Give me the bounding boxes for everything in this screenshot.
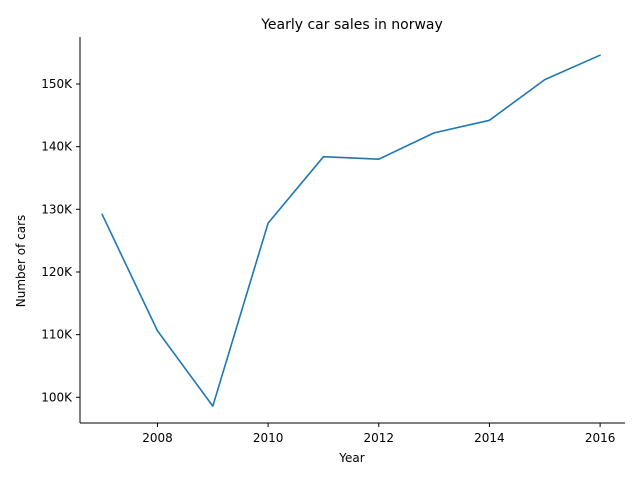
series-layer (101, 54, 601, 407)
y-tick-label: 110K (41, 328, 73, 342)
y-tick-label: 100K (41, 390, 73, 404)
chart-title: Yearly car sales in norway (260, 17, 443, 33)
y-tick-label: 130K (41, 202, 73, 216)
series-line (101, 54, 601, 407)
y-axis-label: Number of cars (14, 215, 28, 308)
y-tick-label: 140K (41, 140, 73, 154)
x-ticks: 2008 2010 2012 2014 2016 (142, 423, 615, 445)
x-tick-label: 2010 (253, 431, 284, 445)
y-tick-label: 120K (41, 265, 73, 279)
x-tick-label: 2016 (585, 431, 616, 445)
y-ticks: 100K 110K 120K 130K 140K 150K (41, 77, 80, 404)
y-tick-label: 150K (41, 77, 73, 91)
x-tick-label: 2012 (364, 431, 395, 445)
plot-area: 2008 2010 2012 2014 2016 100K 110K 120K 130K 140… (41, 37, 625, 445)
x-tick-label: 2014 (474, 431, 505, 445)
x-tick-label: 2008 (142, 431, 173, 445)
x-axis-label: Year (338, 451, 364, 465)
